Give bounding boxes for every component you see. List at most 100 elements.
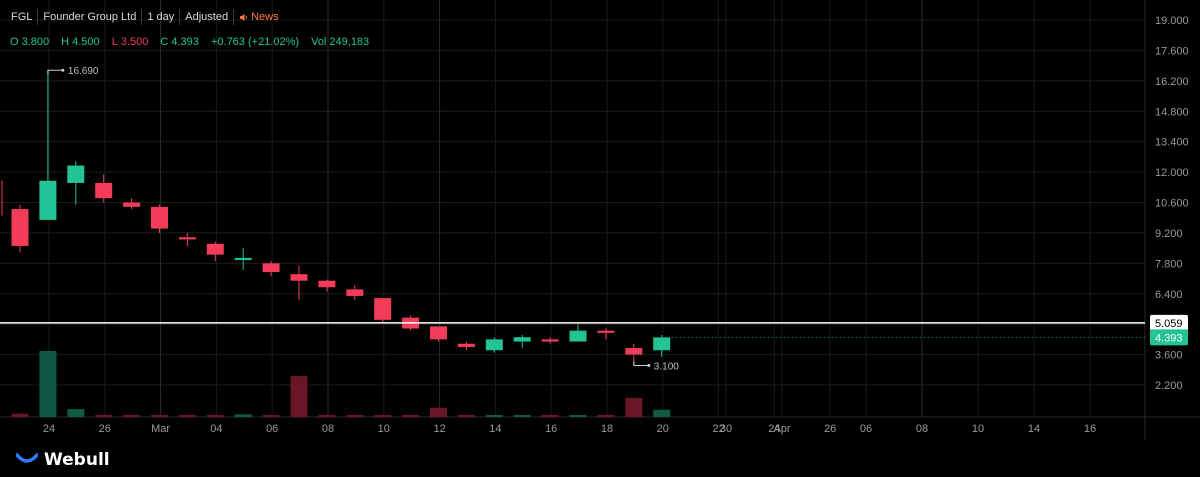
- high-label: 16.690: [68, 66, 99, 77]
- volume-bar: [346, 415, 364, 417]
- volume-bar: [569, 415, 587, 417]
- candle-body: [346, 289, 364, 296]
- volume-bar: [318, 415, 336, 417]
- low-marker: [633, 361, 648, 366]
- open-label: O: [10, 36, 19, 48]
- interval-selector[interactable]: 1 day: [142, 9, 181, 25]
- open-value: 3.800: [21, 36, 50, 48]
- candle-body: [11, 209, 29, 246]
- candlesticks: [1, 70, 671, 366]
- volume-bar: [123, 415, 141, 417]
- volume-bar: [234, 414, 252, 417]
- volume-bars: [11, 351, 671, 417]
- volume-bar: [653, 409, 671, 417]
- candle-body: [569, 330, 587, 342]
- candle-body: [653, 337, 671, 351]
- volume-bar: [430, 407, 447, 417]
- grid-lines: [0, 0, 1200, 440]
- x-tick-label: 24: [768, 423, 780, 435]
- volume-bar: [95, 415, 113, 417]
- candle-body: [234, 257, 252, 261]
- candle-body: [67, 165, 85, 183]
- ticker-symbol[interactable]: FGL: [6, 9, 39, 25]
- x-tick-label: 08: [916, 423, 928, 435]
- candle-body: [318, 280, 336, 288]
- volume-bar: [39, 351, 57, 417]
- change-value: +0.763 (+21.02%): [210, 36, 300, 48]
- candle-body: [151, 206, 168, 229]
- x-tick-label: 20: [657, 423, 669, 435]
- candle-body: [290, 274, 308, 281]
- x-tick-label: 24: [43, 423, 55, 435]
- x-tick-label: 22: [712, 423, 724, 435]
- adjust-selector[interactable]: Adjusted: [180, 9, 235, 25]
- candle-body: [374, 298, 392, 320]
- price-axis[interactable]: 19.000 17.600 16.200 14.800 13.400 12.000 10.6…: [1150, 15, 1189, 392]
- date-axis[interactable]: 24 26 Mar 04 06 08 10 12 14 16 18 20 22 24 26 30 Apr 06 08…: [43, 423, 1096, 435]
- volume-bar: [625, 397, 643, 417]
- candle-body: [597, 330, 615, 333]
- x-tick-label: 06: [860, 423, 872, 435]
- last-price-label: 4.393: [1155, 332, 1183, 344]
- x-tick-label: 14: [489, 423, 501, 435]
- volume-bar: [11, 413, 29, 417]
- volume-bar: [374, 415, 392, 417]
- candle-body: [485, 339, 503, 351]
- volume-bar: [151, 415, 168, 417]
- high-label: H: [61, 36, 70, 48]
- close-value: 4.393: [171, 36, 199, 48]
- volume-bar: [262, 415, 280, 417]
- close-label: C: [160, 36, 169, 48]
- low-value: 3.500: [120, 36, 149, 48]
- x-tick-label: Apr: [773, 423, 790, 435]
- candle-body: [178, 237, 196, 240]
- footer-bar: [0, 440, 1200, 477]
- annotations: 16.690 3.100: [0, 66, 1145, 372]
- volume-bar: [67, 409, 85, 417]
- y-tick-label: 13.400: [1155, 137, 1189, 149]
- y-tick-label: 3.600: [1155, 350, 1183, 362]
- y-tick-label: 6.400: [1155, 289, 1183, 301]
- candle-body: [513, 337, 531, 342]
- ohlc-readout: O 3.800 H 4.500 L 3.500 C 4.393 +0.763 (+21.…: [10, 36, 378, 48]
- webull-logo-icon: [16, 453, 38, 463]
- x-tick-label: 10: [972, 423, 984, 435]
- high-dot: [61, 68, 65, 72]
- x-tick-label: 08: [322, 423, 334, 435]
- news-button[interactable]: News: [234, 9, 284, 25]
- candle-body: [457, 343, 475, 347]
- volume-bar: [597, 415, 615, 417]
- company-name: Founder Group Ltd: [38, 9, 143, 25]
- x-tick-label: 26: [824, 423, 836, 435]
- x-tick-label: 26: [99, 423, 111, 435]
- news-label: News: [251, 11, 279, 23]
- x-tick-label: 18: [601, 423, 613, 435]
- y-tick-label: 14.800: [1155, 106, 1189, 118]
- y-tick-label: 2.200: [1155, 380, 1183, 392]
- y-tick-label: 9.200: [1155, 228, 1183, 240]
- volume-bar: [178, 415, 196, 417]
- candle-body: [206, 243, 224, 255]
- y-tick-label: 7.800: [1155, 258, 1183, 270]
- price-chart[interactable]: 16.690 3.100 19.000 17.600 16.200 14.800 13.4…: [0, 0, 1200, 440]
- x-tick-label: 30: [720, 423, 732, 435]
- last-price-tag: [1150, 329, 1188, 346]
- low-label: 3.100: [654, 361, 679, 372]
- high-marker: [47, 69, 62, 75]
- candle-body: [95, 182, 113, 199]
- volume-bar: [402, 415, 420, 417]
- x-tick-label: Mar: [151, 423, 170, 435]
- low-dot: [647, 363, 651, 367]
- low-label: L: [111, 36, 118, 48]
- volume-label: Vol: [311, 36, 327, 48]
- brand-logo[interactable]: Webull: [16, 450, 110, 470]
- x-tick-label: 12: [433, 423, 445, 435]
- volume-bar: [206, 415, 224, 417]
- price-line-tag: [1150, 314, 1188, 331]
- volume-value: 249,183: [329, 36, 370, 48]
- candle-body: [39, 180, 57, 220]
- volume-bar: [457, 415, 475, 417]
- y-tick-label: 19.000: [1155, 15, 1189, 27]
- x-tick-label: 04: [210, 423, 222, 435]
- y-tick-label: 12.000: [1155, 167, 1189, 179]
